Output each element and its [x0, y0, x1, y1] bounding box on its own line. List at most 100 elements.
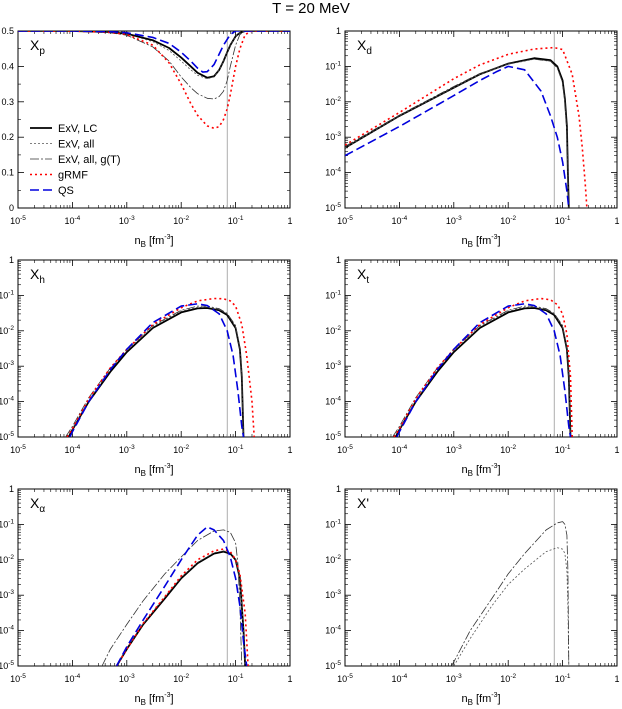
x-tick-label: 1	[614, 674, 619, 684]
series-line-exv-all-g-t	[392, 305, 571, 437]
y-tick-label: 10-2	[325, 96, 341, 107]
plot-frame	[344, 30, 618, 209]
x-tick-label: 10-5	[10, 215, 26, 226]
panel-3: 10-5 10-4 10-3 10-2 10-1 1 10-5 10-4 10-3 10-2 10-…	[0, 255, 293, 478]
x-tick-label: 10-1	[228, 444, 244, 455]
x-tick-label: 10-4	[65, 215, 81, 226]
x-tick-label: 10-5	[337, 215, 353, 226]
y-tick-label: 1	[9, 484, 14, 494]
series-line-grmf	[66, 297, 255, 437]
x-tick-label: 10-1	[555, 444, 571, 455]
x-tick-label: 10-3	[446, 673, 462, 684]
series-line-exv-all	[345, 58, 570, 208]
y-tick-label: 10-1	[325, 289, 341, 300]
x-tick-label: 10-4	[392, 215, 408, 226]
series-line-exv-all	[116, 550, 246, 666]
y-tick-label: 10-1	[325, 60, 341, 71]
x-tick-label: 1	[287, 216, 292, 226]
y-tick-label: 1	[9, 255, 14, 265]
x-tick-label: 10-5	[10, 444, 26, 455]
y-tick-label: 0.1	[1, 168, 14, 178]
x-tick-label: 10-2	[500, 673, 516, 684]
series-line-exv-lc	[115, 550, 247, 666]
x-tick-label: 10-4	[65, 673, 81, 684]
series-line-qs	[345, 65, 570, 208]
legend-label: QS	[58, 185, 74, 197]
series-line-qs	[69, 302, 245, 437]
legend: ExV, LC ExV, all ExV, all, g(T) gRMF QS	[30, 123, 121, 197]
x-tick-label: 10-1	[555, 215, 571, 226]
y-tick-label: 10-2	[325, 554, 341, 565]
x-tick-label: 10-4	[392, 444, 408, 455]
y-tick-label: 0.5	[1, 26, 14, 36]
x-tick-label: 1	[287, 674, 292, 684]
series-group	[392, 297, 573, 437]
legend-label: ExV, all, g(T)	[58, 154, 121, 166]
x-tick-label: 1	[614, 445, 619, 455]
panel-label: Xd	[357, 37, 372, 57]
x-tick-label: 10-3	[119, 673, 135, 684]
series-group	[101, 526, 249, 666]
legend-label: ExV, all	[58, 139, 94, 151]
plot-frame	[344, 488, 618, 667]
y-tick-label: 10-5	[0, 431, 14, 442]
x-tick-label: 10-1	[555, 673, 571, 684]
series-line-exv-lc	[67, 307, 245, 437]
series-group	[18, 31, 290, 130]
series-group	[345, 46, 588, 208]
x-axis-label: nB [fm-3]	[461, 692, 500, 707]
series-line-exv-all	[66, 306, 244, 437]
panel-label: Xh	[30, 266, 45, 286]
y-tick-label: 0.4	[1, 61, 14, 71]
y-tick-label: 10-2	[0, 554, 14, 565]
series-line-grmf	[115, 548, 249, 666]
y-tick-label: 10-4	[325, 625, 341, 636]
panel-label: Xp	[30, 37, 45, 57]
series-line-qs	[115, 526, 248, 666]
y-tick-label: 10-4	[325, 167, 341, 178]
y-tick-label: 10-5	[325, 431, 341, 442]
y-tick-label: 10-2	[0, 325, 14, 336]
series-line-exv-all-g-t	[450, 521, 570, 666]
y-tick-label: 0.3	[1, 97, 14, 107]
y-tick-label: 10-3	[0, 360, 14, 371]
series-line-exv-all	[453, 547, 570, 666]
series-line-grmf	[18, 31, 290, 130]
x-tick-label: 10-5	[337, 673, 353, 684]
y-tick-label: 10-1	[325, 518, 341, 529]
series-group	[450, 521, 570, 666]
panel-5: 10-5 10-4 10-3 10-2 10-1 1 10-5 10-4 10-3 10-2 10-…	[0, 484, 293, 707]
legend-label: ExV, LC	[58, 123, 97, 135]
panel-label: Xt	[357, 266, 369, 286]
x-tick-label: 10-5	[337, 444, 353, 455]
y-tick-label: 10-3	[325, 131, 341, 142]
panel-2: 10-5 10-4 10-3 10-2 10-1 1 10-5 10-4 10-3 10-2 10-…	[325, 26, 619, 249]
x-tick-label: 10-3	[446, 215, 462, 226]
y-tick-label: 0.2	[1, 132, 14, 142]
series-line-grmf	[345, 46, 588, 208]
panel-1: 10-5 10-4 10-3 10-2 10-1 1 0 0.1 0.2 0.3 0.4 0.5 Xp n…	[1, 26, 292, 249]
y-tick-label: 10-2	[325, 325, 341, 336]
y-tick-label: 1	[336, 484, 341, 494]
x-tick-label: 1	[614, 216, 619, 226]
series-line-exv-all-g-t	[65, 305, 244, 437]
y-tick-label: 10-3	[0, 589, 14, 600]
x-tick-label: 10-3	[119, 444, 135, 455]
series-line-exv-lc	[345, 57, 570, 208]
series-line-qs	[396, 302, 572, 437]
x-tick-label: 10-4	[392, 673, 408, 684]
x-tick-label: 1	[287, 445, 292, 455]
x-tick-label: 10-1	[228, 673, 244, 684]
x-axis-label: nB [fm-3]	[134, 692, 173, 707]
series-line-exv-lc	[394, 307, 572, 437]
y-tick-label: 10-1	[0, 289, 14, 300]
panel-label: Xα	[30, 495, 45, 515]
series-line-grmf	[393, 297, 573, 437]
x-tick-label: 10-2	[173, 444, 189, 455]
x-axis-label: nB [fm-3]	[134, 463, 173, 478]
y-tick-label: 10-3	[325, 589, 341, 600]
x-tick-label: 10-2	[500, 444, 516, 455]
x-tick-label: 10-3	[446, 444, 462, 455]
plot-frame	[344, 259, 618, 438]
